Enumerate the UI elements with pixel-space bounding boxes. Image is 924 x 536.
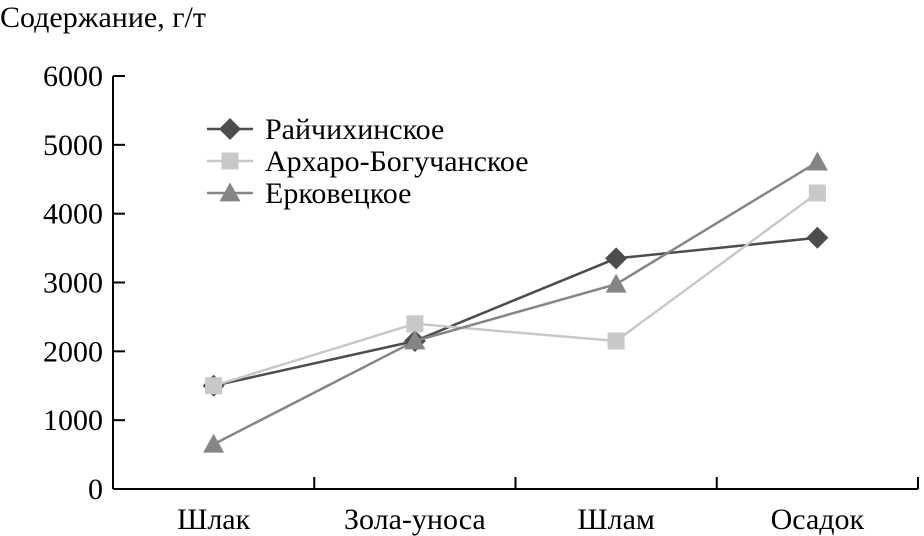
legend-entry: Ерковецкое <box>207 177 411 210</box>
y-tick-label: 6000 <box>43 60 103 93</box>
data-point <box>605 247 628 270</box>
data-point <box>404 330 426 350</box>
y-tick-label: 5000 <box>43 129 103 162</box>
y-tick-label: 1000 <box>43 404 103 437</box>
series-line <box>213 160 819 446</box>
legend-label: Райчихинское <box>265 113 444 146</box>
series-2 <box>205 184 826 395</box>
x-tick-label: Шлак <box>177 503 251 536</box>
legend-label: Архаро-Богучанское <box>265 145 529 178</box>
legend-entry: Райчихинское <box>207 113 444 146</box>
data-point <box>205 377 223 395</box>
data-point <box>203 433 225 453</box>
y-tick-label: 2000 <box>43 335 103 368</box>
x-tick-label: Осадок <box>771 503 865 536</box>
data-point <box>806 226 829 249</box>
data-point <box>406 315 424 333</box>
y-tick-label: 0 <box>88 473 103 506</box>
series-line <box>213 236 818 387</box>
legend-marker <box>221 152 239 170</box>
legend-label: Ерковецкое <box>265 177 411 210</box>
legend-marker <box>219 182 241 202</box>
data-point <box>806 151 828 171</box>
data-point <box>607 332 625 350</box>
series-3 <box>203 151 828 453</box>
legend-marker <box>219 118 241 140</box>
data-point <box>605 273 627 293</box>
data-point <box>808 184 826 202</box>
x-tick-label: Зола-уноса <box>344 503 486 536</box>
legend-entry: Архаро-Богучанское <box>207 145 529 178</box>
y-tick-label: 4000 <box>43 198 103 231</box>
series-line <box>213 192 819 387</box>
y-tick-label: 3000 <box>43 267 103 300</box>
y-axis-label: Содержание, г/т <box>0 1 206 34</box>
x-tick-label: Шлам <box>577 503 655 536</box>
